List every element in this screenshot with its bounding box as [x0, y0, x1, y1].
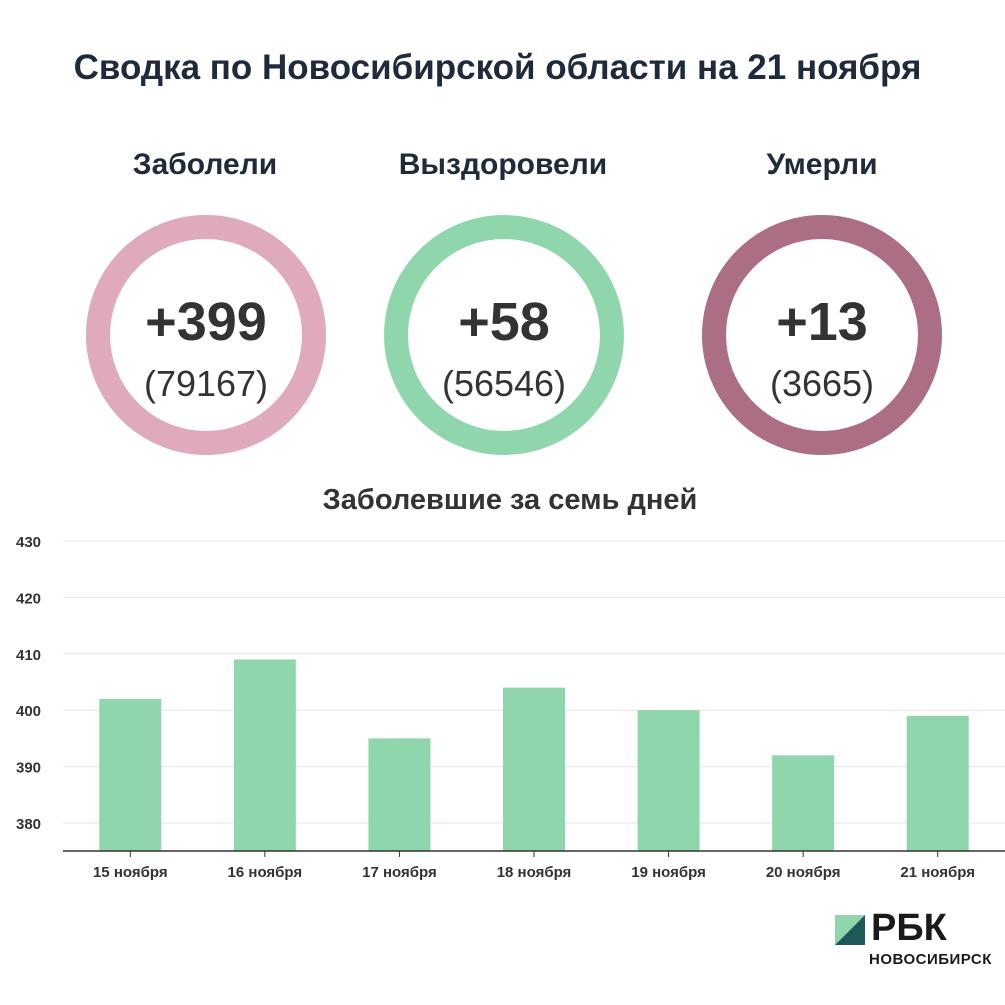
x-tick-label: 15 ноября: [93, 864, 168, 881]
x-tick-label: 20 ноября: [766, 864, 841, 881]
deaths-delta: +13: [776, 292, 868, 352]
y-tick-label: 390: [16, 760, 41, 777]
x-tick-label: 21 ноября: [900, 864, 975, 881]
stat-label-infected: Заболели: [132, 148, 278, 181]
bar: [772, 755, 835, 851]
bar: [503, 687, 565, 851]
x-tick-label: 16 ноября: [228, 864, 303, 881]
stat-label-recovered: Выздоровели: [398, 148, 608, 181]
bar: [99, 698, 162, 851]
recovered-total: (56546): [441, 363, 567, 404]
x-tick-label: 17 ноября: [362, 864, 437, 881]
logo-name: РБК: [871, 907, 947, 949]
page-title: Сводка по Новосибирской области на 21 но…: [73, 48, 922, 87]
y-tick-label: 380: [16, 816, 41, 833]
y-tick-label: 420: [16, 590, 41, 607]
recovered-delta: +58: [458, 292, 550, 352]
y-tick-label: 400: [16, 703, 41, 720]
bar: [368, 738, 431, 851]
chart-title: Заболевшие за семь дней: [322, 484, 698, 516]
bar: [906, 715, 969, 851]
infected-delta: +399: [145, 292, 267, 352]
y-tick-label: 430: [16, 534, 41, 551]
infected-total: (79167): [143, 363, 269, 404]
y-tick-label: 410: [16, 647, 41, 664]
deaths-total: (3665): [769, 363, 875, 404]
x-tick-label: 19 ноября: [631, 864, 706, 881]
bar: [233, 659, 296, 851]
x-tick-label: 18 ноября: [497, 864, 572, 881]
rbc-logo: РБК НОВОСИБИРСК: [835, 907, 995, 973]
logo-subtitle: НОВОСИБИРСК: [869, 951, 992, 968]
stat-label-deaths: Умерли: [766, 148, 878, 181]
bar: [637, 710, 700, 851]
rbc-logo-mark-icon: [835, 915, 865, 945]
